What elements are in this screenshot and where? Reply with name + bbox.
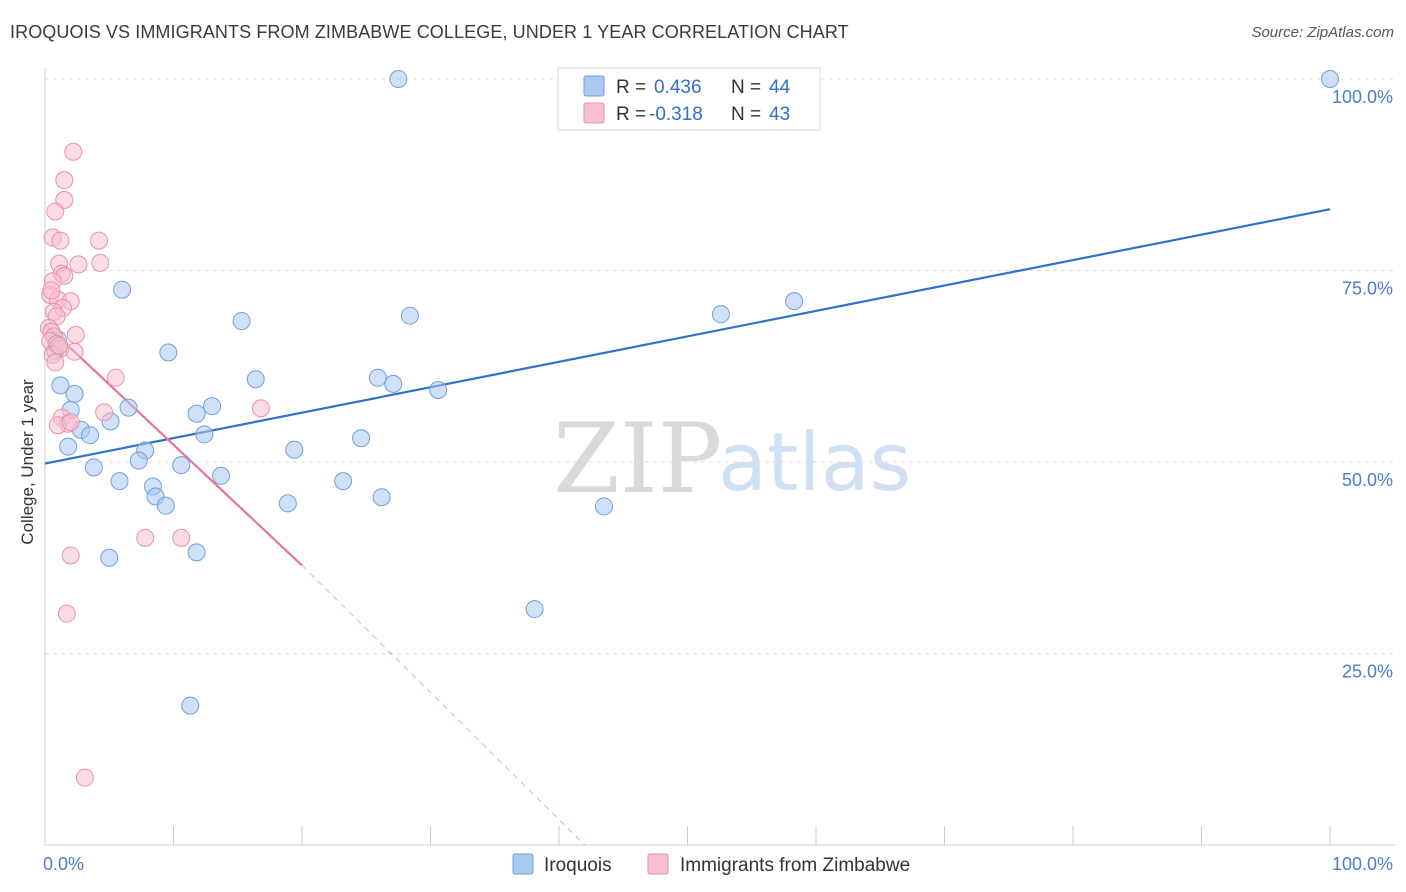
- point-iroquois: [187, 543, 206, 562]
- y-tick-label: 100.0%: [1332, 87, 1393, 107]
- legend-r-value-iroquois: 0.436: [654, 77, 702, 98]
- point-iroquois: [372, 488, 391, 507]
- trend-line-iroquois: [44, 208, 1331, 465]
- point-zimbabwe: [42, 281, 61, 300]
- point-iroquois: [59, 437, 78, 456]
- point-zimbabwe: [46, 202, 65, 221]
- point-iroquois: [594, 497, 613, 516]
- legend-r-value-zimbabwe: -0.318: [649, 104, 703, 125]
- point-iroquois: [51, 376, 70, 395]
- point-iroquois: [203, 397, 222, 416]
- point-iroquois: [159, 343, 178, 362]
- source-credit: Source: ZipAtlas.com: [1251, 24, 1394, 41]
- data-points: [39, 70, 1339, 787]
- point-zimbabwe: [172, 528, 191, 547]
- point-iroquois: [352, 429, 371, 448]
- point-iroquois: [195, 425, 214, 444]
- point-zimbabwe: [61, 413, 80, 432]
- y-tick-label: 25.0%: [1342, 662, 1393, 682]
- legend-n-value-zimbabwe: 43: [769, 104, 790, 125]
- point-zimbabwe: [89, 231, 108, 250]
- point-iroquois: [80, 426, 99, 445]
- axes: [44, 68, 1395, 846]
- point-iroquois: [172, 456, 191, 475]
- point-zimbabwe: [50, 336, 69, 355]
- point-iroquois: [100, 548, 119, 567]
- point-iroquois: [389, 70, 408, 88]
- point-zimbabwe: [66, 325, 85, 344]
- legend-swatch-zimbabwe-bottom: [647, 853, 669, 875]
- legend-label-zimbabwe: Immigrants from Zimbabwe: [680, 855, 910, 876]
- legend-n-value-iroquois: 44: [769, 77, 791, 98]
- legend-n-label: N =: [731, 104, 761, 125]
- y-tick-label: 50.0%: [1342, 470, 1393, 490]
- watermark-zip: ZIP: [553, 403, 722, 515]
- point-zimbabwe: [57, 604, 76, 623]
- legend-swatch-iroquois-bottom: [512, 853, 534, 875]
- x-tick-label-min: 0.0%: [43, 854, 84, 874]
- point-zimbabwe: [51, 231, 70, 250]
- point-zimbabwe: [136, 528, 155, 547]
- y-tick-label: 75.0%: [1342, 279, 1393, 299]
- point-zimbabwe: [69, 255, 88, 274]
- point-iroquois: [212, 466, 231, 485]
- point-iroquois: [711, 305, 730, 324]
- legend-n-label: N =: [731, 77, 761, 98]
- point-iroquois: [278, 494, 297, 513]
- series-legend: Iroquois Immigrants from Zimbabwe: [512, 853, 910, 876]
- point-iroquois: [129, 451, 148, 470]
- gridlines: [45, 78, 1395, 654]
- point-iroquois: [156, 496, 175, 515]
- point-iroquois: [246, 370, 265, 389]
- legend-swatch-zimbabwe: [583, 102, 605, 124]
- point-iroquois: [110, 472, 129, 491]
- trend-line-zimbabwe: [44, 323, 303, 567]
- correlation-legend: R = 0.436 N = 44 R = -0.318 N = 43: [557, 67, 821, 131]
- trend-lines: [44, 208, 1331, 846]
- point-zimbabwe: [55, 171, 74, 190]
- point-iroquois: [384, 374, 403, 393]
- legend-r-label: R =: [616, 104, 646, 125]
- legend-r-label: R =: [616, 77, 646, 98]
- chart-title: IROQUOIS VS IMMIGRANTS FROM ZIMBABWE COL…: [10, 22, 849, 42]
- point-zimbabwe: [251, 399, 270, 418]
- legend-swatch-iroquois: [583, 75, 605, 97]
- point-iroquois: [181, 696, 200, 715]
- point-iroquois: [187, 404, 206, 423]
- point-zimbabwe: [95, 403, 114, 422]
- tick-labels: 25.0% 50.0% 75.0% 100.0% 0.0% 100.0%: [43, 87, 1393, 874]
- point-iroquois: [525, 600, 544, 619]
- legend-label-iroquois: Iroquois: [544, 855, 612, 876]
- point-zimbabwe: [91, 253, 110, 272]
- point-zimbabwe: [75, 768, 94, 787]
- x-tick-label-max: 100.0%: [1332, 854, 1393, 874]
- point-iroquois: [1321, 70, 1339, 88]
- point-iroquois: [334, 472, 353, 491]
- point-iroquois: [285, 440, 304, 459]
- point-iroquois: [429, 380, 448, 399]
- point-zimbabwe: [61, 546, 80, 565]
- y-axis-label: College, Under 1 year: [18, 379, 37, 545]
- point-zimbabwe: [64, 142, 83, 161]
- point-zimbabwe: [46, 353, 65, 372]
- point-zimbabwe: [65, 342, 84, 361]
- trend-line-zimbabwe-extension: [301, 565, 586, 846]
- point-iroquois: [84, 458, 103, 477]
- point-iroquois: [232, 312, 251, 331]
- point-zimbabwe: [106, 368, 125, 387]
- point-iroquois: [368, 368, 387, 387]
- point-iroquois: [119, 398, 138, 417]
- point-iroquois: [113, 280, 132, 299]
- point-iroquois: [400, 306, 419, 325]
- point-iroquois: [65, 384, 84, 403]
- point-iroquois: [785, 292, 804, 311]
